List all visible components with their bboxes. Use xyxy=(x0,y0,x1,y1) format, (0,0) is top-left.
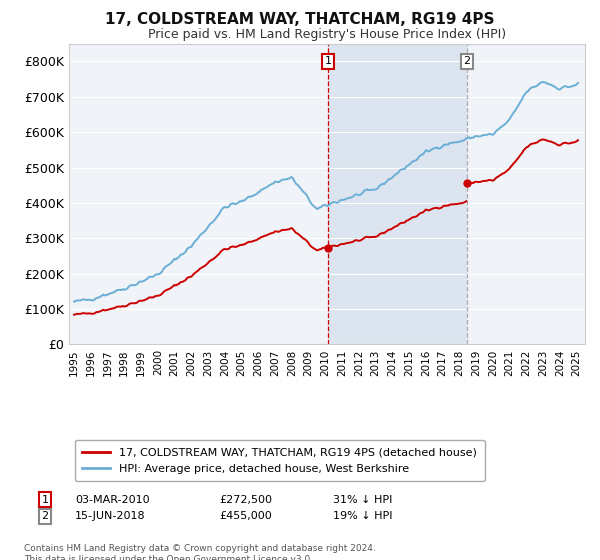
Text: 2: 2 xyxy=(463,57,470,67)
Text: 1: 1 xyxy=(325,57,332,67)
Text: 19% ↓ HPI: 19% ↓ HPI xyxy=(333,511,392,521)
Text: 2: 2 xyxy=(41,511,49,521)
Text: Contains HM Land Registry data © Crown copyright and database right 2024.
This d: Contains HM Land Registry data © Crown c… xyxy=(24,544,376,560)
Text: 15-JUN-2018: 15-JUN-2018 xyxy=(75,511,146,521)
Legend: 17, COLDSTREAM WAY, THATCHAM, RG19 4PS (detached house), HPI: Average price, det: 17, COLDSTREAM WAY, THATCHAM, RG19 4PS (… xyxy=(74,440,485,481)
Title: Price paid vs. HM Land Registry's House Price Index (HPI): Price paid vs. HM Land Registry's House … xyxy=(148,28,506,41)
Text: 03-MAR-2010: 03-MAR-2010 xyxy=(75,494,149,505)
Text: 31% ↓ HPI: 31% ↓ HPI xyxy=(333,494,392,505)
Text: 17, COLDSTREAM WAY, THATCHAM, RG19 4PS: 17, COLDSTREAM WAY, THATCHAM, RG19 4PS xyxy=(105,12,495,27)
Text: £272,500: £272,500 xyxy=(219,494,272,505)
Text: 1: 1 xyxy=(41,494,49,505)
Text: £455,000: £455,000 xyxy=(219,511,272,521)
Bar xyxy=(328,44,467,344)
